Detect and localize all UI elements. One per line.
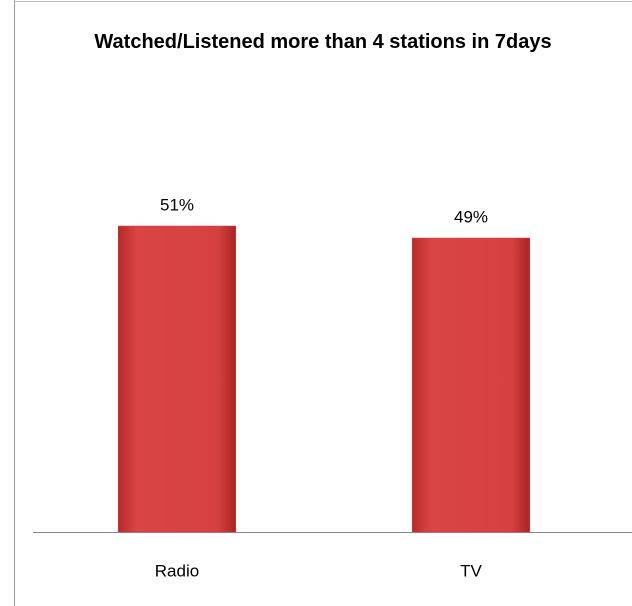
data-label: 51%	[160, 195, 194, 214]
bar	[117, 225, 237, 533]
bar	[411, 237, 531, 533]
data-label: 49%	[454, 207, 488, 226]
x-tick-label: Radio	[155, 561, 199, 580]
chart-title: Watched/Listened more than 4 stations in…	[94, 31, 552, 53]
x-tick-label: TV	[460, 561, 482, 580]
